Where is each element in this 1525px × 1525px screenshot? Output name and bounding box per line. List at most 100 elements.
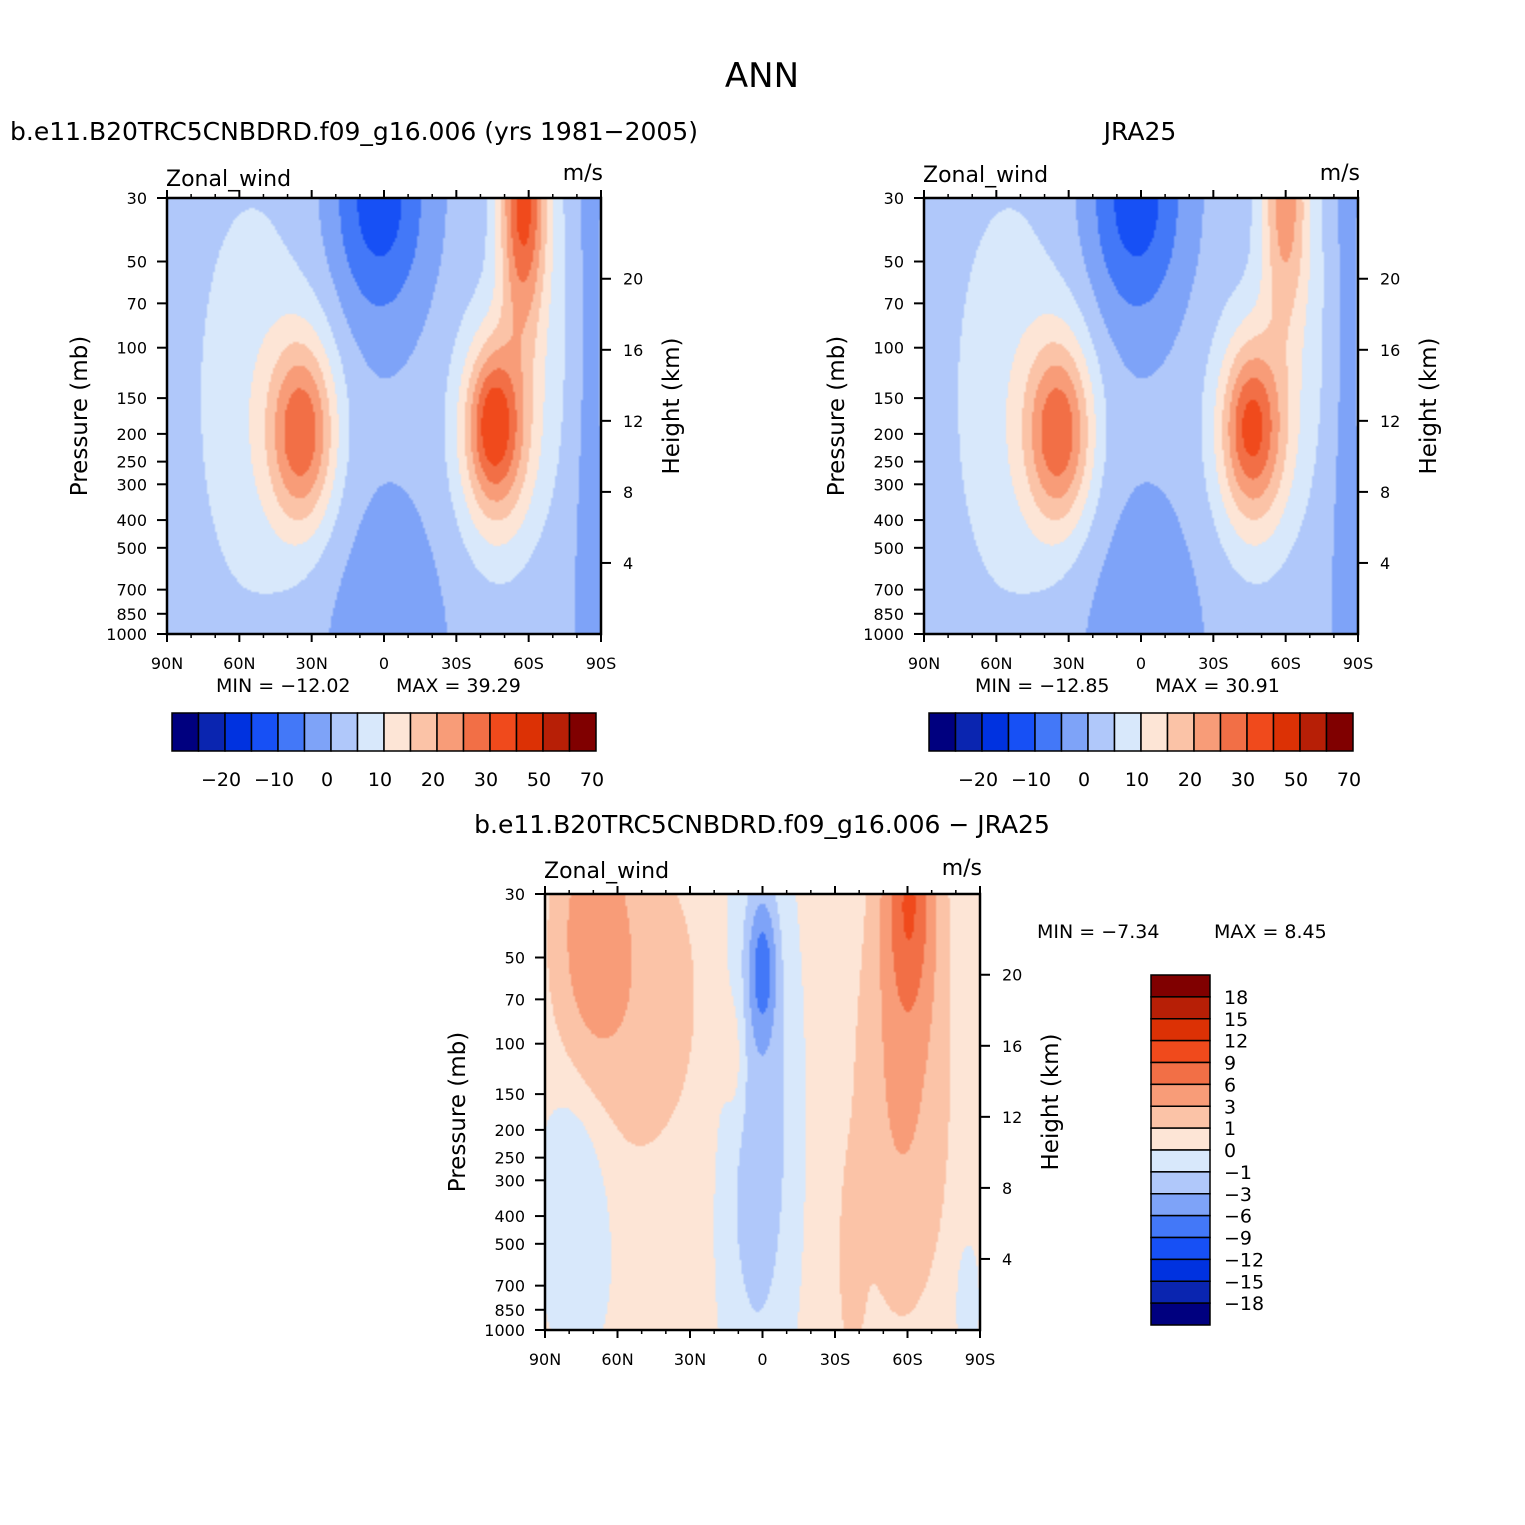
y-tick-label: 50 (505, 949, 525, 968)
colorbar-swatch (1150, 1193, 1211, 1217)
obs-max-label: MAX = 30.91 (1155, 675, 1280, 697)
y-tick-label: 100 (494, 1035, 525, 1054)
x-tick-label: 60S (892, 1350, 923, 1369)
model-units-label: m/s (563, 161, 603, 186)
height-tick-label: 12 (1002, 1108, 1022, 1127)
colorbar-swatch (515, 712, 544, 752)
y-tick-label: 250 (873, 453, 904, 472)
height-tick-label: 4 (623, 554, 633, 573)
colorbar-label: 0 (321, 769, 333, 791)
colorbar-label: −3 (1224, 1184, 1252, 1206)
model-min-label: MIN = −12.02 (216, 675, 351, 697)
y-axis-label: Pressure (mb) (445, 1032, 471, 1192)
colorbar-swatch (1034, 712, 1063, 752)
y-tick-label: 30 (127, 189, 147, 208)
colorbar-swatch (1150, 1214, 1211, 1239)
colorbar-swatch (1150, 1171, 1211, 1195)
colorbar-swatch (1325, 712, 1354, 752)
height-tick-label: 4 (1002, 1250, 1012, 1269)
diff-units-label: m/s (942, 856, 982, 881)
colorbar-swatch (928, 712, 957, 752)
colorbar-swatch (542, 712, 571, 752)
y-tick-label: 500 (494, 1235, 525, 1254)
height-tick-label: 8 (1002, 1179, 1012, 1198)
model-max-label: MAX = 39.29 (396, 675, 521, 697)
colorbar-swatch (489, 712, 518, 752)
y-tick-label: 700 (873, 581, 904, 600)
x-tick-label: 30S (441, 654, 472, 673)
diff-title: b.e11.B20TRC5CNBDRD.f09_g16.006 − JRA25 (474, 810, 1050, 839)
x-tick-label: 60N (980, 654, 1012, 673)
colorbar-swatch (568, 712, 597, 752)
y-tick-label: 1000 (106, 625, 147, 644)
colorbar-label: 30 (1231, 769, 1255, 791)
height-tick-label: 20 (1380, 270, 1400, 289)
colorbar-label: 20 (1178, 769, 1202, 791)
height-axis-label: Height (km) (1416, 337, 1442, 474)
colorbar-swatch (1272, 712, 1301, 752)
colorbar-label: 1 (1224, 1118, 1236, 1140)
model-contour-field (167, 198, 601, 634)
colorbar-swatch (1150, 1149, 1211, 1173)
diff-variable-label: Zonal_wind (544, 859, 669, 884)
colorbar-swatch (436, 712, 465, 752)
x-tick-label: 90S (586, 654, 617, 673)
x-tick-label: 60N (601, 1350, 633, 1369)
y-tick-label: 300 (116, 475, 147, 494)
colorbar-label: −15 (1224, 1271, 1264, 1293)
y-tick-label: 500 (873, 539, 904, 558)
diff-contour-field (545, 894, 980, 1330)
x-tick-label: 60S (513, 654, 544, 673)
x-tick-label: 60N (223, 654, 255, 673)
colorbar-swatch (250, 712, 279, 752)
x-tick-label: 0 (379, 654, 389, 673)
colorbar-swatch (1150, 996, 1211, 1020)
colorbar-swatch (1193, 712, 1222, 752)
colorbar-swatch (224, 712, 253, 752)
colorbar-swatch (1150, 974, 1211, 998)
colorbar-label: 15 (1224, 1009, 1248, 1031)
colorbar-label: 6 (1224, 1074, 1236, 1096)
colorbar-label: 12 (1224, 1031, 1248, 1053)
model-panel: b.e11.B20TRC5CNBDRD.f09_g16.006 (yrs 198… (10, 117, 698, 791)
y-tick-label: 70 (884, 294, 904, 313)
y-tick-label: 150 (494, 1085, 525, 1104)
colorbar-swatch (303, 712, 332, 752)
colorbar-swatch (1246, 712, 1275, 752)
y-tick-label: 850 (494, 1301, 525, 1320)
colorbar-label: 10 (368, 769, 392, 791)
colorbar-swatch (1150, 1105, 1211, 1129)
height-tick-label: 8 (623, 483, 633, 502)
colorbar-swatch (1150, 1258, 1211, 1282)
obs-panel: JRA25 Zonal_wind m/s 90N 60N 30N 0 30S 60S 90S… (824, 117, 1442, 791)
colorbar-label: 3 (1224, 1096, 1236, 1118)
colorbar-swatch (383, 712, 412, 752)
colorbar-swatch (1150, 1018, 1211, 1042)
colorbar-label: −9 (1224, 1228, 1252, 1250)
y-tick-label: 50 (127, 253, 147, 272)
colorbar-swatch (197, 712, 226, 752)
model-axes: 90N 60N 30N 0 30S 60S 90S 30 50 70 100 150 200 250 300… (67, 189, 685, 673)
colorbar-label: −20 (201, 769, 241, 791)
model-colorbar: −20 −10 0 10 20 30 50 70 (171, 712, 604, 791)
colorbar-label: 50 (527, 769, 551, 791)
y-axis-label: Pressure (mb) (824, 336, 850, 496)
x-tick-label: 90S (965, 1350, 996, 1369)
colorbar-swatch (1113, 712, 1142, 752)
x-tick-label: 90N (529, 1350, 561, 1369)
y-tick-label: 30 (505, 885, 525, 904)
colorbar-label: 70 (1337, 769, 1361, 791)
colorbar-label: 18 (1224, 987, 1248, 1009)
x-tick-label: 30S (1198, 654, 1229, 673)
y-tick-label: 70 (505, 990, 525, 1009)
colorbar-label: 10 (1125, 769, 1149, 791)
colorbar-swatch (1060, 712, 1089, 752)
colorbar-swatch (1150, 1236, 1211, 1261)
x-tick-label: 90S (1343, 654, 1374, 673)
colorbar-label: 0 (1078, 769, 1090, 791)
height-tick-label: 4 (1380, 554, 1390, 573)
colorbar-swatch (462, 712, 491, 752)
x-tick-label: 30N (674, 1350, 706, 1369)
colorbar-swatch (981, 712, 1010, 752)
